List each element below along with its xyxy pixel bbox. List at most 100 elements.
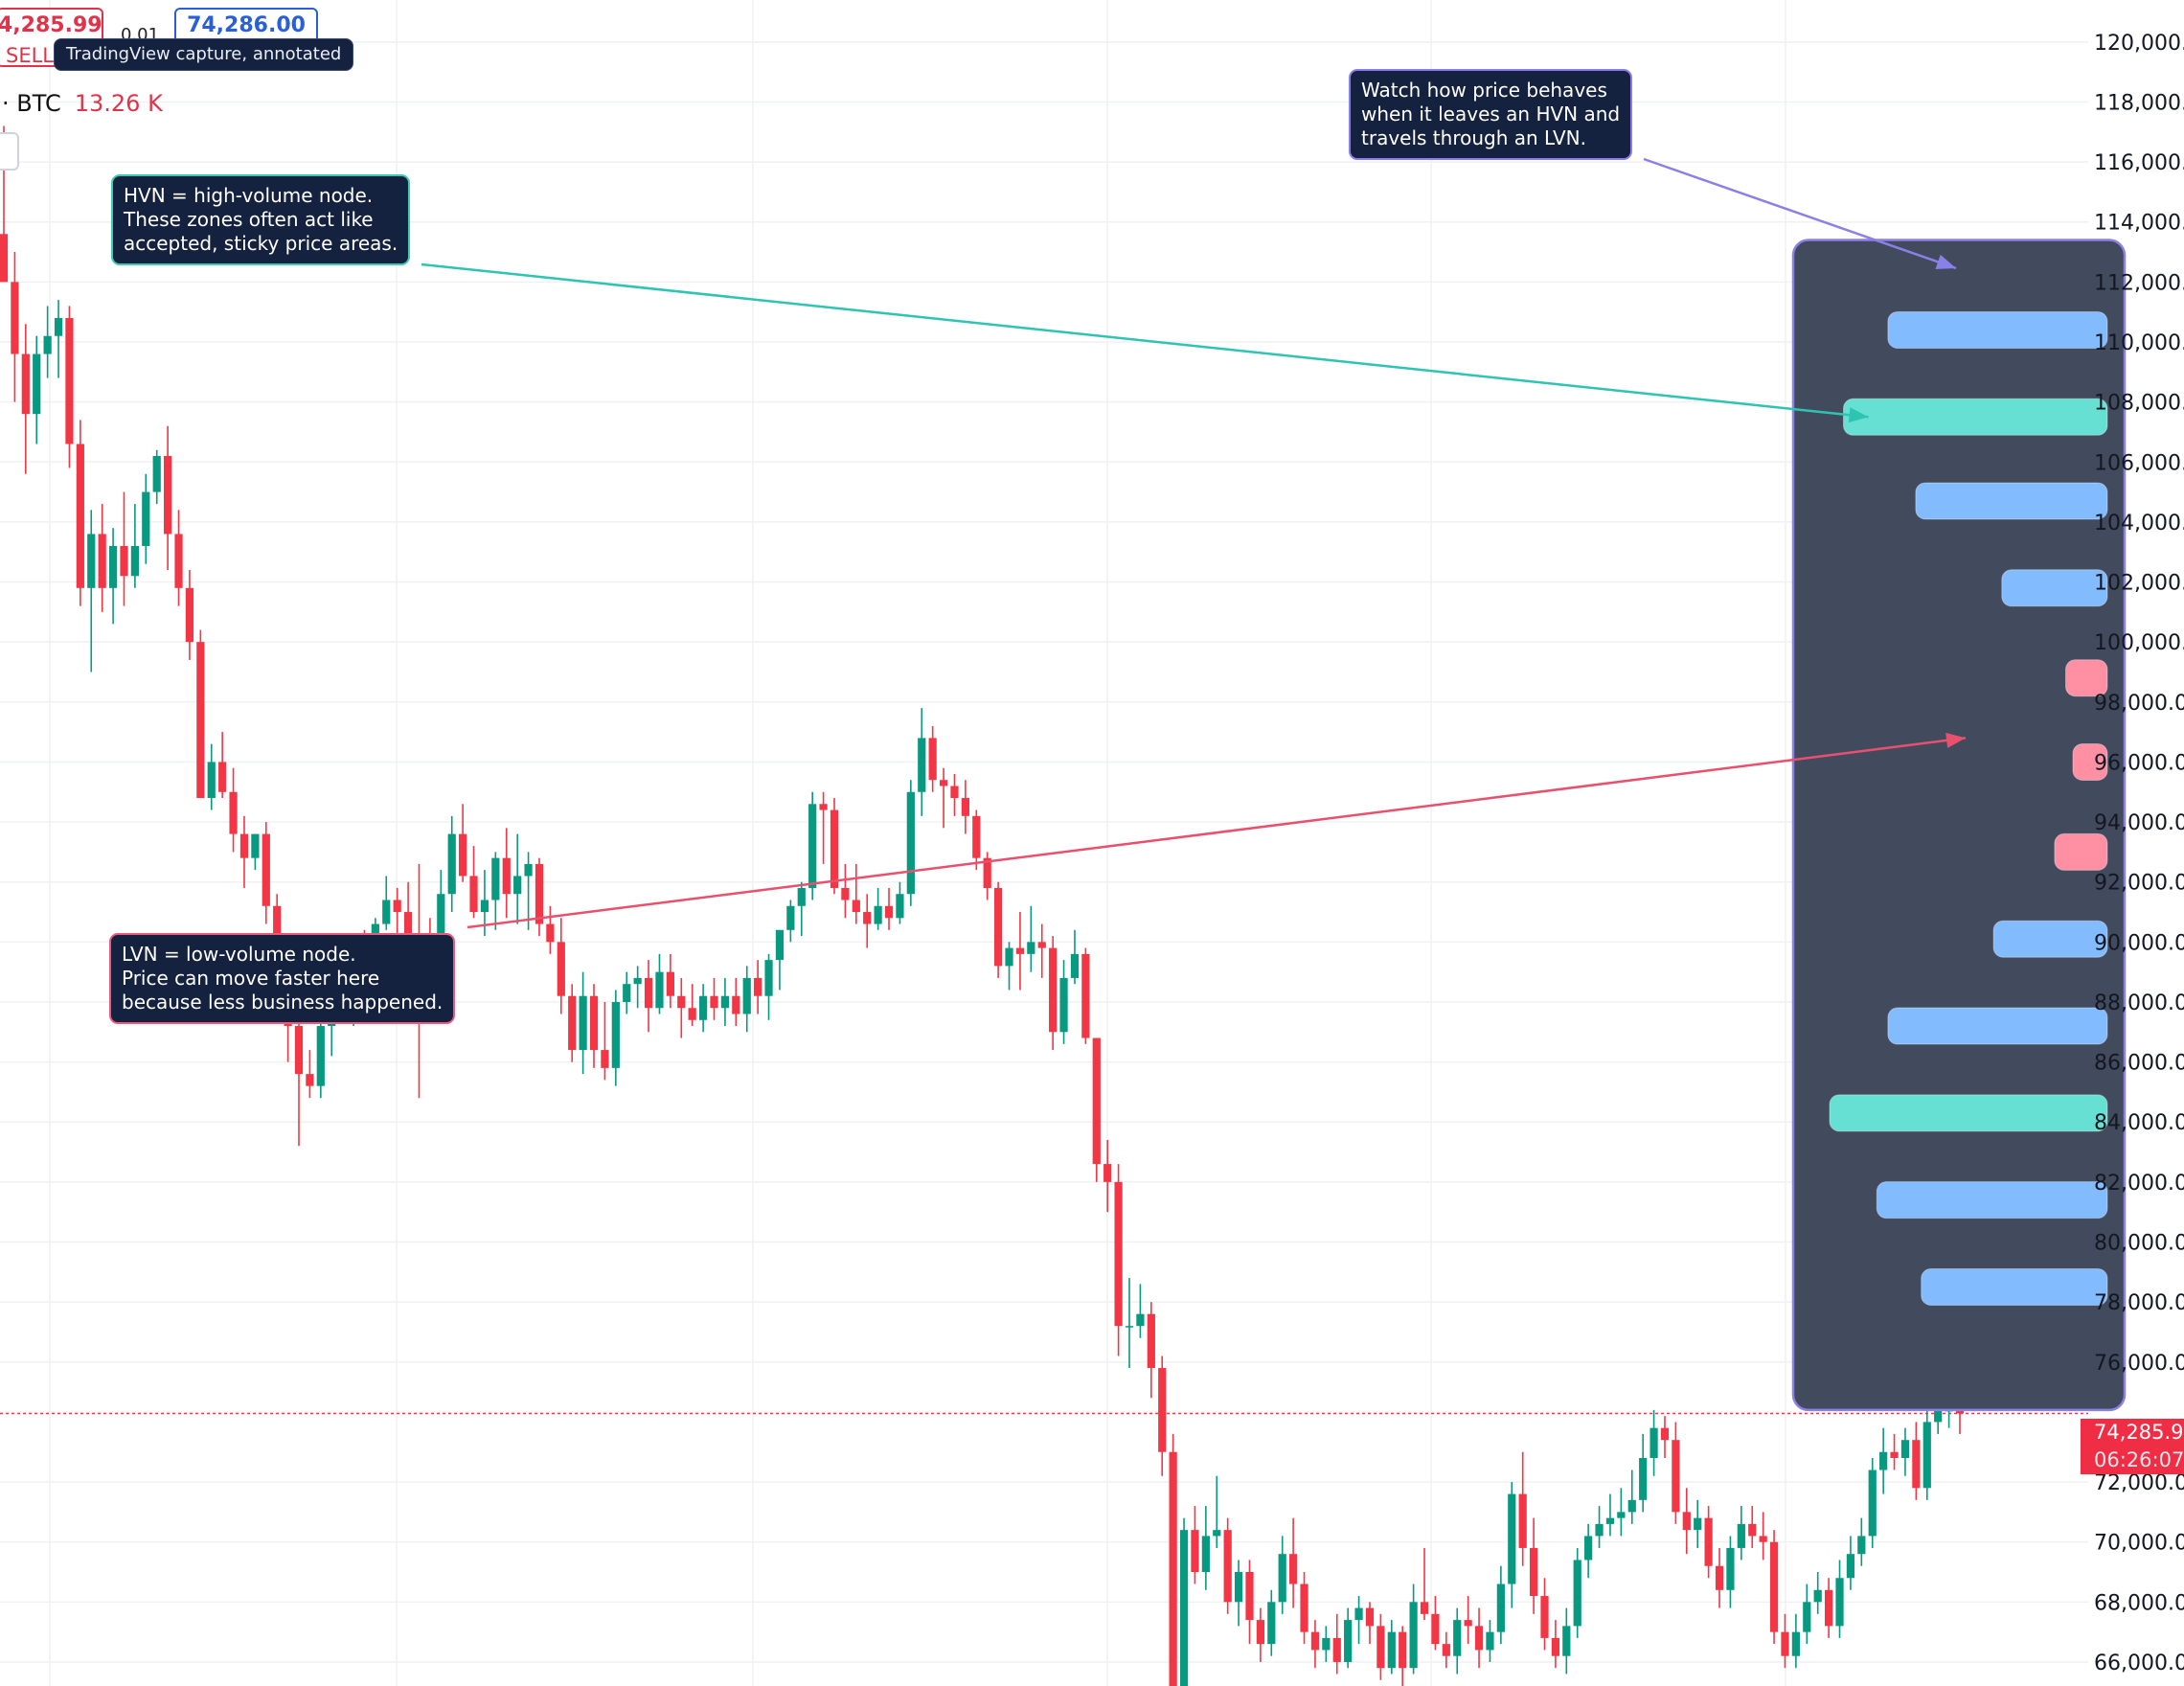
- candle-body: [546, 923, 555, 943]
- candle: [1551, 1620, 1560, 1669]
- candle: [1737, 1506, 1745, 1561]
- candle-body: [1759, 1536, 1767, 1542]
- candle: [218, 732, 227, 799]
- volume-profile-bar-hvn[interactable]: [1829, 1094, 2108, 1132]
- candle-body: [754, 977, 762, 996]
- candle-body: [1201, 1536, 1210, 1572]
- candle-body: [239, 833, 249, 858]
- candle: [1486, 1620, 1494, 1662]
- candle: [775, 929, 785, 991]
- volume-profile-bar-hvn[interactable]: [1843, 398, 2108, 436]
- candle-body: [786, 905, 795, 930]
- volume-profile-bar-lvn[interactable]: [2065, 659, 2108, 697]
- candle: [262, 822, 270, 924]
- candle: [229, 767, 238, 853]
- candle: [130, 504, 140, 588]
- candle-body: [1857, 1536, 1866, 1555]
- sell-button[interactable]: 4,285.99 SELL: [0, 8, 103, 67]
- candle: [1529, 1517, 1538, 1614]
- volume-profile-bar-normal[interactable]: [1887, 1007, 2108, 1045]
- candle-body: [1791, 1631, 1800, 1656]
- price-axis-label: 72,000.0: [2094, 1471, 2184, 1495]
- candle: [1672, 1422, 1680, 1524]
- price-axis-label: 118,000.0: [2094, 91, 2184, 115]
- candle: [732, 977, 740, 1027]
- candle-body: [1179, 1530, 1189, 1686]
- volume-profile-bar-normal[interactable]: [2001, 569, 2108, 607]
- candle: [1682, 1488, 1691, 1555]
- candle: [469, 846, 478, 919]
- candle-body: [1639, 1457, 1648, 1500]
- watch-arrow: [1643, 157, 1957, 270]
- candle-body: [1551, 1637, 1560, 1656]
- candle-body: [1267, 1602, 1276, 1645]
- candle-body: [403, 912, 413, 948]
- candle: [1835, 1560, 1844, 1638]
- candle: [808, 791, 817, 900]
- candle-body: [1781, 1631, 1789, 1656]
- candle-body: [21, 353, 30, 415]
- candle-body: [174, 534, 183, 588]
- watch-annotation: Watch how price behaves when it leaves a…: [1349, 69, 1633, 160]
- candle-body: [1191, 1530, 1199, 1572]
- candle-body: [130, 545, 140, 577]
- volume-profile-bar-normal[interactable]: [1876, 1181, 2108, 1219]
- candle: [76, 420, 84, 606]
- candle-body: [1049, 947, 1058, 1033]
- candle-body: [459, 833, 467, 877]
- candle-body: [262, 833, 270, 906]
- candle: [1824, 1578, 1833, 1638]
- candle-body: [207, 762, 216, 799]
- candle-body: [1672, 1440, 1680, 1513]
- chart-grid: [0, 0, 2088, 1686]
- price-axis[interactable]: 120,000.0 118,000.0 116,000.0 114,000.0 112,…: [2094, 32, 2184, 1675]
- candle: [601, 1001, 609, 1081]
- volume-profile-bar-lvn[interactable]: [2072, 742, 2108, 781]
- candle: [239, 815, 249, 888]
- candle: [655, 953, 664, 1014]
- volume-profile-bar-lvn[interactable]: [2054, 832, 2108, 871]
- candle: [994, 881, 1003, 978]
- candle-body: [1256, 1620, 1265, 1645]
- candle-body: [1169, 1451, 1177, 1686]
- candle: [1900, 1427, 1910, 1476]
- candle-body: [108, 545, 118, 588]
- candle-body: [164, 456, 172, 535]
- candle-body: [1103, 1164, 1112, 1182]
- sell-label: SELL: [6, 44, 54, 67]
- candle-body: [1955, 1409, 1965, 1414]
- candle: [1704, 1506, 1713, 1579]
- candle: [1300, 1571, 1308, 1645]
- candle-body: [1289, 1554, 1298, 1584]
- collapse-toggle[interactable]: [0, 132, 19, 171]
- candle-body: [447, 833, 456, 895]
- candle: [1464, 1596, 1472, 1645]
- candle-body: [1912, 1440, 1921, 1489]
- candle-body: [524, 863, 533, 877]
- last-price-value: 74,285.9: [2094, 1421, 2184, 1444]
- candle: [1715, 1547, 1724, 1608]
- candle: [841, 863, 850, 919]
- candle-body: [830, 809, 839, 888]
- volume-profile-bar-normal[interactable]: [1887, 310, 2108, 349]
- candle: [21, 324, 30, 474]
- volume-profile-bar-normal[interactable]: [1915, 482, 2108, 520]
- candle-body: [1158, 1368, 1167, 1452]
- candle-body: [1508, 1493, 1516, 1584]
- candle-body: [1529, 1547, 1538, 1597]
- candle: [1442, 1631, 1450, 1669]
- candle-body: [819, 804, 828, 810]
- hvn-arrow: [421, 262, 1869, 419]
- volume-profile[interactable]: [1791, 239, 2127, 1412]
- candle-body: [1409, 1602, 1418, 1669]
- volume-profile-bar-normal[interactable]: [1921, 1267, 2108, 1306]
- candle-body: [1147, 1313, 1155, 1369]
- candle-body: [1824, 1589, 1833, 1627]
- candle: [972, 809, 981, 871]
- candle-body: [1213, 1530, 1221, 1537]
- candle: [1540, 1578, 1549, 1651]
- price-axis-label: 114,000.0: [2094, 212, 2184, 236]
- candle: [1791, 1613, 1800, 1669]
- volume-profile-bar-normal[interactable]: [1992, 920, 2108, 958]
